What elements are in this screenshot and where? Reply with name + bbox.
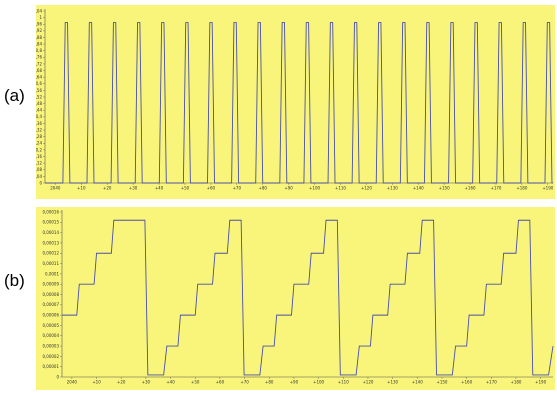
chart-a-y-tick-label: 0,44	[36, 108, 42, 113]
chart-a-y-tick-label: 0,92	[36, 28, 42, 33]
chart-a-x-tick-label: +70	[233, 186, 242, 191]
chart-b-y-tick-label: 0,00011	[42, 261, 59, 266]
chart-b-y-tick-label: 0,00007	[42, 302, 59, 307]
chart-a-x-tick-label: +10	[77, 186, 86, 191]
chart-b-x-tick-label: +80	[265, 380, 274, 385]
chart-b-y-tick-label: 0,00005	[42, 323, 59, 328]
chart-b-x-tick-label: +20	[117, 380, 126, 385]
chart-a-y-tick-label: 0,48	[36, 101, 42, 106]
chart-a-x-tick-label: +120	[361, 186, 372, 191]
chart-a-x-tick-label: +160	[465, 186, 476, 191]
chart-a-y-tick-label: 0,68	[36, 68, 42, 73]
chart-a-y-tick-label: 0,72	[36, 61, 42, 66]
chart-a-x-tick-label: +80	[258, 186, 267, 191]
chart-b-y-tick-label: 0,00003	[42, 343, 59, 348]
chart-a-x-tick-label: +110	[335, 186, 346, 191]
chart-a-x-tick-label: +190	[542, 186, 553, 191]
chart-b-x-tick-label: +190	[535, 380, 546, 385]
chart-a-x-tick-label: +180	[516, 186, 527, 191]
chart-a-x-tick-label: +150	[439, 186, 450, 191]
chart-a-y-tick-label: 0,84	[36, 41, 42, 46]
panel-label-b: (b)	[4, 271, 25, 290]
chart-b-y-tick-label: 0,00013	[42, 240, 59, 245]
chart-b-y-tick-label: 0,0001	[45, 271, 59, 276]
chart-a-x-tick-label: +170	[490, 186, 501, 191]
chart-b-y-tick-label: 0,00006	[42, 313, 59, 318]
chart-b-y-tick-label: 0,00016	[42, 209, 59, 214]
chart-b-x-tick-label: +180	[510, 380, 521, 385]
chart-a-y-tick-label: 1	[39, 15, 42, 20]
chart-b-y-tick-label: 0,00002	[42, 354, 59, 359]
chart-b-y-tick-label: 0,00012	[42, 251, 59, 256]
chart-a-y-tick-label: 0,24	[36, 141, 42, 146]
chart-b-y-tick-label: 0	[56, 374, 59, 379]
chart-b-x-tick-label: +130	[387, 380, 398, 385]
chart-b: 0 0,00001 0,00002 0,00003 0,00004 0,00005 0,00…	[36, 207, 555, 390]
chart-a-y-tick-label: 0,08	[36, 167, 42, 172]
chart-a-x-tick-label: +40	[155, 186, 164, 191]
chart-a-y-tick-label: 0,16	[36, 154, 42, 159]
chart-a-x-tick-label: 2040	[50, 186, 61, 191]
chart-a-y-tick-label: 0,76	[36, 55, 42, 60]
chart-a-x-tick-label: +140	[413, 186, 424, 191]
chart-b-y-tick-label: 0,00009	[42, 282, 59, 287]
chart-b-x-tick-label: +110	[338, 380, 349, 385]
chart-a-x-tick-label: +90	[284, 186, 293, 191]
chart-b-x-tick-label: +150	[436, 380, 447, 385]
chart-a-x-tick-label: +30	[129, 186, 138, 191]
chart-b-x-tick-label: +120	[362, 380, 373, 385]
chart-a-x-tick-label: +100	[309, 186, 320, 191]
chart-b-x-tick-label: +160	[461, 380, 472, 385]
chart-a-y-tick-label: 0,64	[36, 75, 42, 80]
chart-b-x-tick-label: +70	[240, 380, 249, 385]
chart-a-y-tick-label: 0,32	[36, 127, 42, 132]
chart-a-y-tick-label: 0,04	[36, 174, 42, 179]
chart-b-x-tick-label: +90	[290, 380, 299, 385]
chart-b-y-tick-label: 0,00015	[42, 220, 59, 225]
chart-a-y-tick-label: 0,56	[36, 88, 42, 93]
chart-b-plot-background	[36, 207, 555, 390]
chart-b-y-tick-label: 0,00014	[42, 230, 59, 235]
chart-b-x-tick-label: +40	[166, 380, 175, 385]
chart-b-x-tick-label: +10	[92, 380, 101, 385]
chart-b-x-tick-label: 2040	[67, 380, 78, 385]
chart-b-x-tick-label: +100	[313, 380, 324, 385]
chart-b-y-tick-label: 0,00001	[42, 364, 59, 369]
chart-a-y-tick-label: 0,28	[36, 134, 42, 139]
chart-a-y-tick-label: 0,12	[36, 161, 42, 166]
chart-a-x-tick-label: +130	[387, 186, 398, 191]
panel-label-a: (a)	[4, 86, 25, 105]
chart-b-series-line	[62, 219, 554, 376]
chart-a-y-tick-label: 0	[39, 180, 42, 185]
chart-b-x-tick-label: +170	[486, 380, 497, 385]
chart-a: 00,040,080,120,160,20,240,280,320,360,40…	[36, 5, 555, 199]
chart-a-y-tick-label: 0,88	[36, 35, 42, 40]
chart-b-x-tick-label: +60	[216, 380, 225, 385]
chart-a-y-tick-label: 0,96	[36, 22, 42, 27]
chart-b-y-tick-label: 0,00004	[42, 333, 59, 338]
chart-a-y-tick-label: 0,4	[36, 114, 42, 119]
chart-a-y-tick-label: 0,36	[36, 121, 42, 126]
chart-a-y-tick-label: 0,2	[36, 147, 42, 152]
chart-a-y-tick-label: 1,04	[36, 8, 42, 13]
chart-a-x-tick-label: +50	[181, 186, 190, 191]
chart-a-y-tick-label: 0,8	[36, 48, 42, 53]
chart-a-y-tick-label: 0,6	[36, 81, 42, 86]
chart-a-x-tick-label: +60	[207, 186, 216, 191]
chart-a-series-line	[45, 22, 553, 184]
chart-b-y-tick-label: 0,00008	[42, 292, 59, 297]
chart-a-plot-background	[36, 5, 555, 199]
chart-a-y-tick-label: 0,52	[36, 94, 42, 99]
chart-a-x-tick-label: +20	[103, 186, 112, 191]
chart-b-x-tick-label: +30	[142, 380, 151, 385]
chart-b-x-tick-label: +140	[412, 380, 423, 385]
chart-b-x-tick-label: +50	[191, 380, 200, 385]
